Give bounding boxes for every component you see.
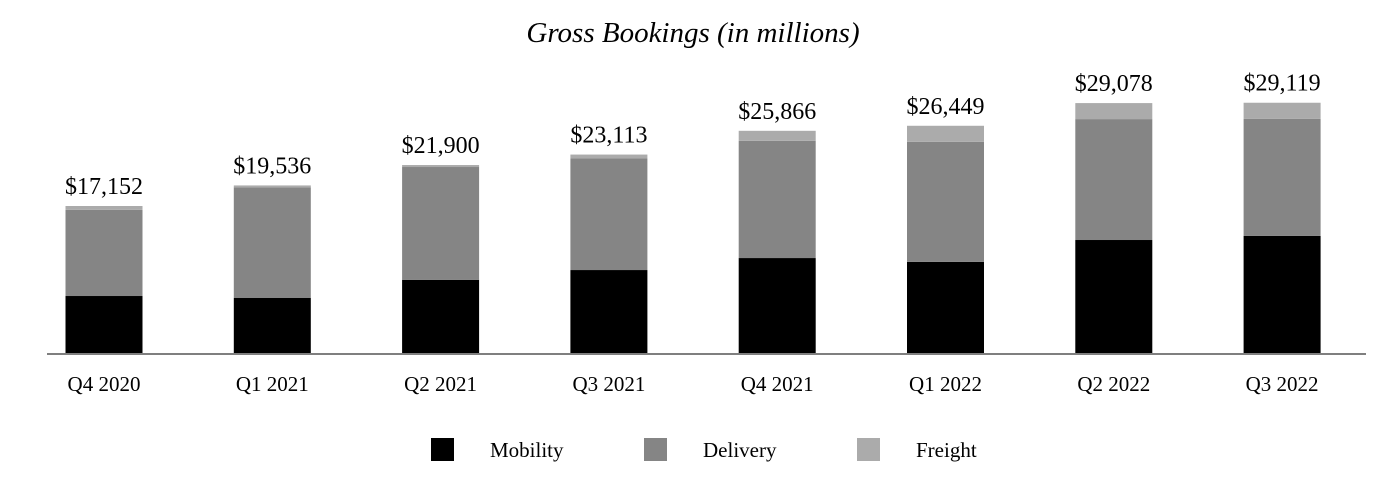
x-tick-label: Q2 2021 xyxy=(404,372,477,396)
x-tick-label: Q4 2020 xyxy=(68,372,141,396)
bar-segment-delivery xyxy=(233,187,311,298)
bar-segment-freight xyxy=(233,185,311,188)
bar-stack: $17,152 xyxy=(65,174,143,354)
x-tick-label: Q4 2021 xyxy=(741,372,814,396)
legend-item-freight: Freight xyxy=(857,438,977,462)
bars: $17,152 $19,536 $21,900 $23,113 $25,866 $26,4… xyxy=(65,71,1321,354)
total-label: $29,119 xyxy=(1244,71,1321,97)
legend-swatch xyxy=(431,438,454,461)
bar-segment-freight xyxy=(570,154,648,159)
bar-segment-freight xyxy=(65,206,143,210)
bar-stack: $23,113 xyxy=(570,123,647,354)
bar-segment-delivery xyxy=(738,140,816,259)
bar-segment-freight xyxy=(1243,102,1321,119)
bar-segment-mobility xyxy=(738,258,816,354)
total-label: $19,536 xyxy=(233,153,311,179)
bar-stack: $25,866 xyxy=(738,99,816,354)
x-tick-label: Q1 2021 xyxy=(236,372,309,396)
total-label: $23,113 xyxy=(570,123,647,149)
total-label: $29,078 xyxy=(1075,71,1153,97)
total-label: $17,152 xyxy=(65,174,143,200)
bar-segment-freight xyxy=(402,165,480,168)
legend-swatch xyxy=(644,438,667,461)
bar-segment-delivery xyxy=(1243,118,1321,236)
bar-segment-mobility xyxy=(570,270,648,354)
bar-segment-mobility xyxy=(1243,235,1321,354)
bar-segment-mobility xyxy=(402,279,480,354)
total-label: $21,900 xyxy=(402,133,480,159)
bar-segment-freight xyxy=(738,130,816,141)
bar-segment-delivery xyxy=(1075,119,1153,241)
x-tick-label: Q1 2022 xyxy=(909,372,982,396)
bar-segment-mobility xyxy=(907,261,984,354)
bar-stack: $21,900 xyxy=(402,133,480,354)
bar-stack: $19,536 xyxy=(233,153,311,354)
bar-segment-freight xyxy=(1075,103,1153,120)
bar-segment-delivery xyxy=(570,158,648,271)
legend-item-mobility: Mobility xyxy=(431,438,564,462)
total-label: $26,449 xyxy=(907,94,985,120)
bar-segment-mobility xyxy=(233,297,311,354)
bar-stack: $26,449 xyxy=(907,94,985,354)
x-tick-label: Q2 2022 xyxy=(1077,372,1150,396)
x-tick-label: Q3 2022 xyxy=(1246,372,1319,396)
chart-title: Gross Bookings (in millions) xyxy=(526,17,859,49)
bar-segment-mobility xyxy=(65,296,143,354)
legend-item-delivery: Delivery xyxy=(644,438,777,462)
x-axis-ticks: Q4 2020 Q1 2021 Q2 2021 Q3 2021 Q4 2021 Q1 20… xyxy=(68,372,1319,396)
bar-segment-freight xyxy=(907,125,984,142)
bar-segment-delivery xyxy=(907,141,984,262)
legend-swatch xyxy=(857,438,880,461)
bar-stack: $29,078 xyxy=(1075,71,1153,354)
legend-label: Delivery xyxy=(703,438,777,462)
total-label: $25,866 xyxy=(738,99,816,125)
x-tick-label: Q3 2021 xyxy=(572,372,645,396)
legend-label: Freight xyxy=(916,438,977,462)
bar-stack: $29,119 xyxy=(1244,71,1321,354)
legend-label: Mobility xyxy=(490,438,564,462)
bar-segment-mobility xyxy=(1075,240,1153,354)
legend: Mobility Delivery Freight xyxy=(431,438,977,462)
bar-segment-delivery xyxy=(65,209,143,297)
bar-segment-delivery xyxy=(402,167,480,280)
